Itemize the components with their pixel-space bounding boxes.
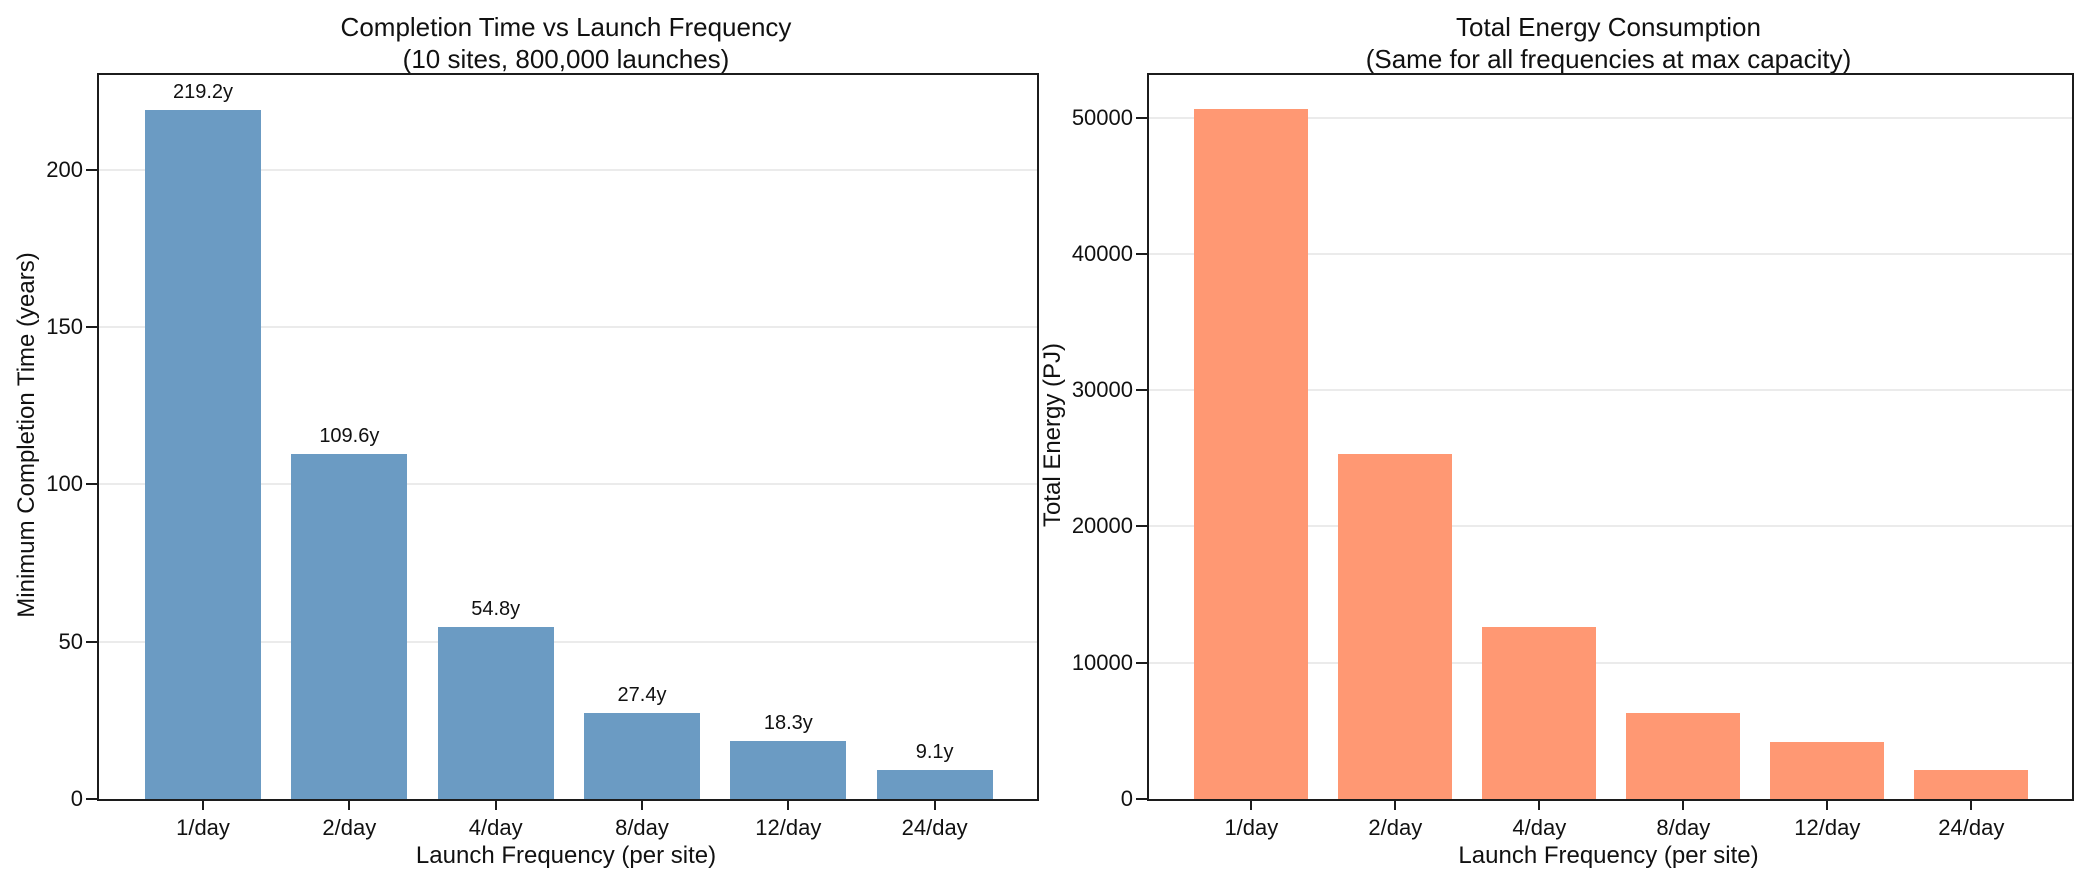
bar-8/day: [583, 712, 700, 799]
y-tick-label: 100: [46, 471, 83, 497]
x-tick-mark: [1970, 799, 1973, 810]
y-tick-label: 50: [58, 628, 83, 654]
bar-24/day: [1914, 770, 2029, 799]
x-axis-label: Launch Frequency (per site): [415, 842, 717, 869]
y-tick-mark: [1136, 116, 1147, 119]
gridline: [1149, 525, 2072, 528]
bar-value-label: 219.2y: [172, 80, 234, 103]
x-tick-mark: [494, 799, 497, 810]
x-tick-label: 1/day: [1224, 815, 1279, 840]
bar-1/day: [1194, 109, 1309, 799]
bar-2/day: [291, 454, 408, 799]
bar-value-label: 9.1y: [915, 741, 954, 764]
bar-24/day: [876, 770, 993, 799]
y-tick-mark: [86, 326, 97, 329]
y-tick-mark: [1136, 525, 1147, 528]
chart-subtitle: (10 sites, 800,000 launches): [402, 43, 730, 74]
bar-4/day: [437, 626, 554, 799]
y-axis-label: Minimum Completion Time (years): [13, 252, 40, 618]
y-tick-mark: [86, 168, 97, 171]
gridline: [99, 483, 1037, 486]
y-tick-mark: [86, 483, 97, 486]
bar-1/day: [145, 109, 262, 799]
x-tick-label: 4/day: [468, 815, 523, 840]
bar-8/day: [1626, 712, 1741, 799]
x-tick-mark: [933, 799, 936, 810]
y-tick-mark: [86, 798, 97, 800]
x-tick-mark: [641, 799, 643, 810]
y-tick-label: 10000: [1071, 649, 1133, 675]
bar-12/day: [1770, 741, 1885, 799]
x-tick-label: 2/day: [1368, 815, 1423, 840]
bar-4/day: [1482, 626, 1597, 799]
y-tick-label: 200: [46, 156, 83, 182]
x-tick-label: 4/day: [1512, 815, 1567, 840]
chart-title: Total Energy Consumption: [1456, 12, 1761, 42]
y-tick-label: 20000: [1071, 513, 1133, 539]
y-tick-label: 0: [1120, 786, 1133, 811]
bar-value-label: 54.8y: [471, 597, 521, 620]
bar-2/day: [1338, 454, 1453, 799]
y-tick-label: 50000: [1071, 104, 1133, 130]
y-tick-mark: [1136, 252, 1147, 255]
x-tick-label: 1/day: [176, 815, 230, 840]
y-tick-label: 0: [70, 786, 83, 811]
chart-title-block: Completion Time vs Launch Frequency (10 …: [97, 12, 1035, 75]
gridline: [99, 326, 1037, 329]
y-tick-mark: [1136, 798, 1147, 800]
x-tick-label: 12/day: [755, 815, 822, 840]
x-tick-mark: [1682, 799, 1685, 810]
x-tick-mark: [787, 799, 790, 810]
bar-value-label: 109.6y: [319, 425, 380, 448]
x-tick-label: 8/day: [1656, 815, 1711, 840]
x-tick-mark: [1394, 799, 1397, 810]
plot-area: 0 50 100 150 200 219.2y 1/day 109.6y 2/day 54.8y 4…: [46, 73, 1039, 840]
y-tick-label: 30000: [1071, 377, 1133, 403]
y-axis-label: Total Energy (PJ): [1039, 342, 1066, 528]
bar-value-label: 18.3y: [763, 712, 813, 735]
chart-title: Completion Time vs Launch Frequency: [340, 12, 792, 42]
gridline: [1149, 252, 2072, 255]
y-tick-mark: [86, 640, 97, 643]
x-tick-label: 12/day: [1794, 815, 1861, 840]
y-tick-mark: [1136, 389, 1147, 392]
gridline: [99, 640, 1037, 643]
x-axis-label: Launch Frequency (per site): [1458, 842, 1759, 869]
x-tick-mark: [1826, 799, 1829, 810]
gridline: [99, 168, 1037, 171]
x-tick-mark: [1250, 799, 1253, 810]
x-tick-mark: [202, 799, 205, 810]
gridline: [1149, 389, 2072, 392]
x-tick-label: 24/day: [901, 815, 968, 840]
x-tick-label: 2/day: [322, 815, 377, 840]
gridline: [1149, 661, 2072, 664]
gridline: [1149, 116, 2072, 119]
x-tick-label: 24/day: [1938, 815, 2005, 840]
bar-12/day: [730, 741, 847, 799]
x-tick-mark: [1538, 799, 1541, 810]
chart-subtitle: (Same for all frequencies at max capacit…: [1365, 43, 1852, 74]
x-tick-label: 8/day: [615, 815, 669, 840]
y-tick-mark: [1136, 661, 1147, 664]
chart-title-block: Total Energy Consumption (Same for all f…: [1147, 12, 2070, 75]
x-tick-mark: [348, 799, 351, 810]
y-tick-label: 150: [46, 314, 83, 340]
plot-area: 0 10000 20000 30000 40000 50000 1/day 2/day 4/da…: [1072, 73, 2074, 840]
y-tick-label: 40000: [1071, 240, 1133, 266]
bar-value-label: 27.4y: [617, 683, 667, 706]
